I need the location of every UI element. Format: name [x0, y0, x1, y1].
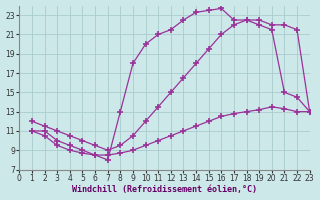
X-axis label: Windchill (Refroidissement éolien,°C): Windchill (Refroidissement éolien,°C)	[72, 185, 257, 194]
